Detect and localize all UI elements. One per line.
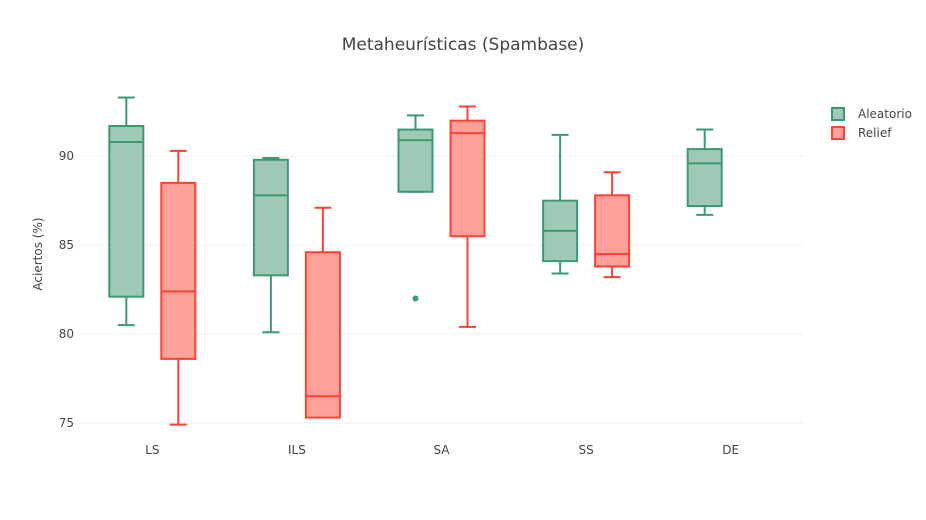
box-aleatorio-ls [108, 96, 145, 327]
box-relief-ils [304, 206, 341, 419]
box-relief-ss [594, 171, 631, 279]
iqr-box [252, 158, 289, 277]
y-tick-label: 90 [59, 149, 74, 163]
box-relief-sa [449, 105, 486, 328]
box-relief-ls [160, 149, 197, 426]
y-tick-label: 85 [59, 238, 74, 252]
x-tick-label: SA [433, 443, 450, 457]
iqr-box [397, 128, 434, 193]
y-tick-label: 80 [59, 327, 74, 341]
legend-item-aleatorio[interactable]: Aleatorio [831, 107, 912, 121]
x-tick-label: ILS [288, 443, 306, 457]
iqr-box [304, 251, 341, 419]
legend-swatch [831, 126, 845, 140]
iqr-box [686, 148, 723, 208]
legend-swatch [831, 107, 845, 121]
iqr-box [594, 194, 631, 268]
legend-label: Aleatorio [858, 107, 912, 121]
legend-item-relief[interactable]: Relief [831, 126, 892, 140]
box-aleatorio-ils [252, 157, 289, 334]
iqr-box [449, 119, 486, 238]
y-axis-label: Aciertos (%) [31, 217, 45, 290]
box-aleatorio-sa [397, 114, 434, 302]
box-aleatorio-ss [542, 133, 579, 275]
legend-label: Relief [858, 126, 892, 140]
x-tick-label: SS [578, 443, 593, 457]
iqr-box [160, 181, 197, 360]
box-aleatorio-de [686, 128, 723, 216]
x-tick-label: DE [722, 443, 739, 457]
outlier-point [412, 295, 419, 302]
y-tick-label: 75 [59, 416, 74, 430]
iqr-box [108, 125, 145, 298]
chart-title: Metaheurísticas (Spambase) [342, 35, 585, 55]
x-tick-label: LS [145, 443, 159, 457]
